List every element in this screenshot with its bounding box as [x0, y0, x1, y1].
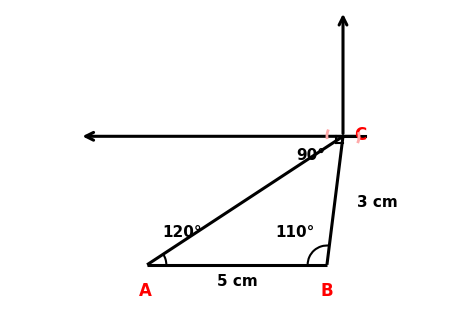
- Text: 120°: 120°: [163, 226, 202, 240]
- Text: 5 cm: 5 cm: [217, 274, 257, 289]
- Text: C: C: [354, 126, 366, 144]
- Text: 110°: 110°: [275, 226, 315, 240]
- Text: 90°: 90°: [296, 148, 325, 163]
- Text: A: A: [139, 283, 152, 300]
- Text: 3 cm: 3 cm: [357, 195, 398, 210]
- Text: B: B: [320, 283, 333, 300]
